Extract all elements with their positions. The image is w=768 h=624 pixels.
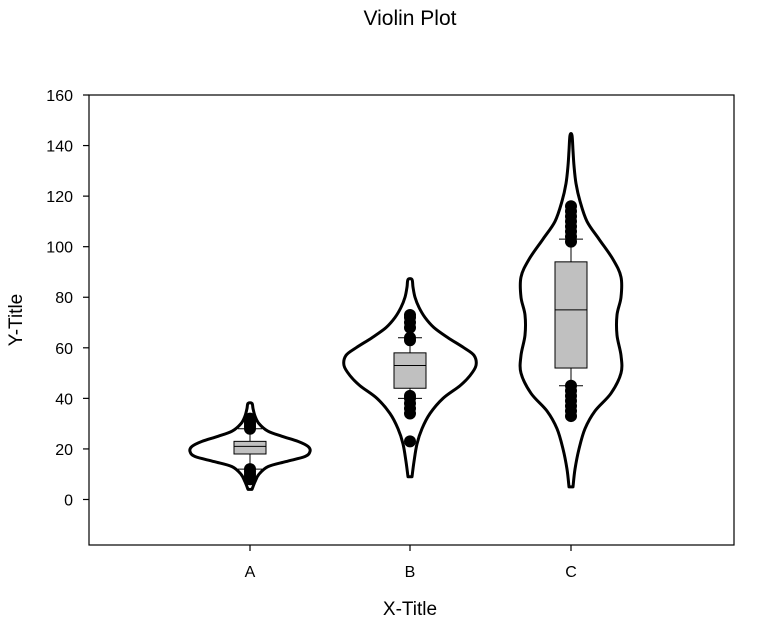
box-iqr: [554, 261, 588, 369]
x-axis: A B C: [245, 545, 577, 581]
outlier-point: [404, 435, 416, 448]
chart-title: Violin Plot: [363, 7, 456, 30]
outlier-point: [404, 389, 416, 402]
x-axis-title: X-Title: [383, 599, 437, 620]
y-tick-label: 120: [46, 189, 73, 206]
outlier-point: [244, 463, 256, 476]
plot-area-frame: [88, 94, 735, 546]
y-tick-label: 160: [46, 88, 73, 105]
y-axis-title: Y-Title: [6, 294, 27, 346]
y-tick-label: 0: [64, 492, 73, 509]
outlier-point: [404, 331, 416, 344]
outlier-point: [244, 412, 256, 425]
outlier-point: [404, 308, 416, 321]
y-axis: 0 20 40 60 80 100 120 140 160: [46, 88, 89, 509]
violin-group-b: [342, 277, 478, 479]
violin-group-c: [518, 132, 624, 489]
box-iqr: [393, 352, 427, 389]
y-tick-label: 40: [55, 391, 73, 408]
x-tick-label: B: [405, 564, 416, 581]
y-tick-label: 100: [46, 240, 73, 257]
x-tick-label: C: [565, 564, 577, 581]
y-tick-label: 60: [55, 341, 73, 358]
y-tick-label: 140: [46, 139, 73, 156]
violin-group-a: [188, 401, 312, 491]
box-iqr: [233, 440, 267, 455]
outlier-point: [565, 379, 577, 392]
y-tick-label: 80: [55, 290, 73, 307]
violin-series: [188, 132, 624, 491]
y-tick-label: 20: [55, 442, 73, 459]
x-tick-label: A: [245, 564, 256, 581]
outlier-point: [565, 200, 577, 213]
